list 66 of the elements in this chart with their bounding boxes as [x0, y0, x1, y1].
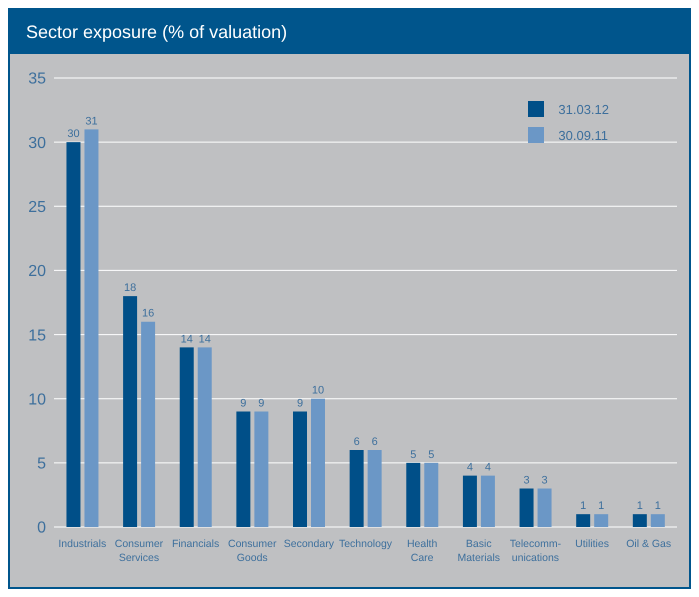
data-label: 9 — [258, 398, 264, 410]
bar — [350, 450, 364, 527]
y-tick-label: 25 — [28, 198, 46, 216]
data-label: 3 — [541, 474, 548, 487]
bar — [406, 462, 420, 527]
data-label: 16 — [142, 308, 154, 320]
bar — [650, 514, 665, 527]
x-tick-label: Utilities — [575, 538, 609, 550]
bar — [254, 412, 268, 527]
data-label: 5 — [410, 448, 416, 461]
data-label: 10 — [312, 384, 324, 397]
bar — [538, 488, 552, 527]
data-label: 5 — [428, 448, 434, 461]
legend-label: 30.09.11 — [558, 128, 608, 142]
x-tick-label: Telecomm- unications — [510, 538, 562, 564]
bar — [293, 412, 308, 527]
bar — [236, 412, 250, 527]
x-tick-label: Financials — [172, 538, 220, 550]
x-tick-label: Technology — [338, 538, 393, 550]
bar — [462, 476, 477, 527]
data-label: 31 — [85, 115, 98, 128]
data-label: 1 — [580, 500, 586, 512]
data-label: 4 — [466, 462, 473, 474]
data-label: 1 — [636, 500, 643, 512]
bar — [311, 398, 326, 527]
chart-title: Sector exposure (% of valuation) — [10, 10, 689, 54]
bar — [424, 462, 438, 527]
y-tick-label: 30 — [28, 134, 46, 152]
data-label: 6 — [372, 436, 378, 448]
bar — [632, 514, 647, 527]
y-tick-label: 10 — [28, 391, 46, 408]
bar — [123, 296, 138, 527]
data-label: 14 — [180, 333, 193, 346]
data-label: 9 — [240, 398, 246, 410]
x-tick-label: Secondary — [284, 538, 335, 550]
y-tick-label: 15 — [28, 327, 46, 344]
x-tick-label: Consumer Services — [114, 538, 164, 564]
bar — [84, 129, 98, 527]
bar — [198, 347, 212, 527]
bar — [480, 476, 495, 527]
data-label: 9 — [296, 398, 304, 410]
data-label: 14 — [198, 333, 211, 346]
bar — [368, 450, 382, 527]
x-tick-label: Industrials — [58, 538, 106, 550]
y-tick-label: 5 — [37, 456, 46, 473]
bar — [180, 347, 194, 527]
data-label: 6 — [354, 436, 360, 448]
bar — [594, 514, 608, 527]
bar — [141, 322, 156, 527]
x-tick-label: Oil & Gas — [626, 538, 672, 550]
data-label: 4 — [484, 462, 491, 474]
data-label: 18 — [124, 282, 136, 294]
data-label: 30 — [67, 128, 80, 140]
x-tick-label: Health Care — [406, 538, 438, 564]
y-tick-label: 20 — [28, 263, 46, 280]
bar — [576, 514, 590, 527]
x-tick-label: Basic Materials — [457, 538, 500, 564]
y-tick-label: 35 — [28, 70, 46, 88]
data-label: 1 — [654, 500, 661, 512]
x-tick-label: Consumer Goods — [228, 538, 277, 564]
legend-label: 31.03.12 — [558, 102, 609, 116]
data-label: 3 — [523, 474, 530, 487]
bar — [66, 142, 80, 527]
bar — [520, 488, 534, 527]
y-tick-label: 0 — [37, 520, 46, 537]
data-label: 1 — [598, 500, 604, 512]
